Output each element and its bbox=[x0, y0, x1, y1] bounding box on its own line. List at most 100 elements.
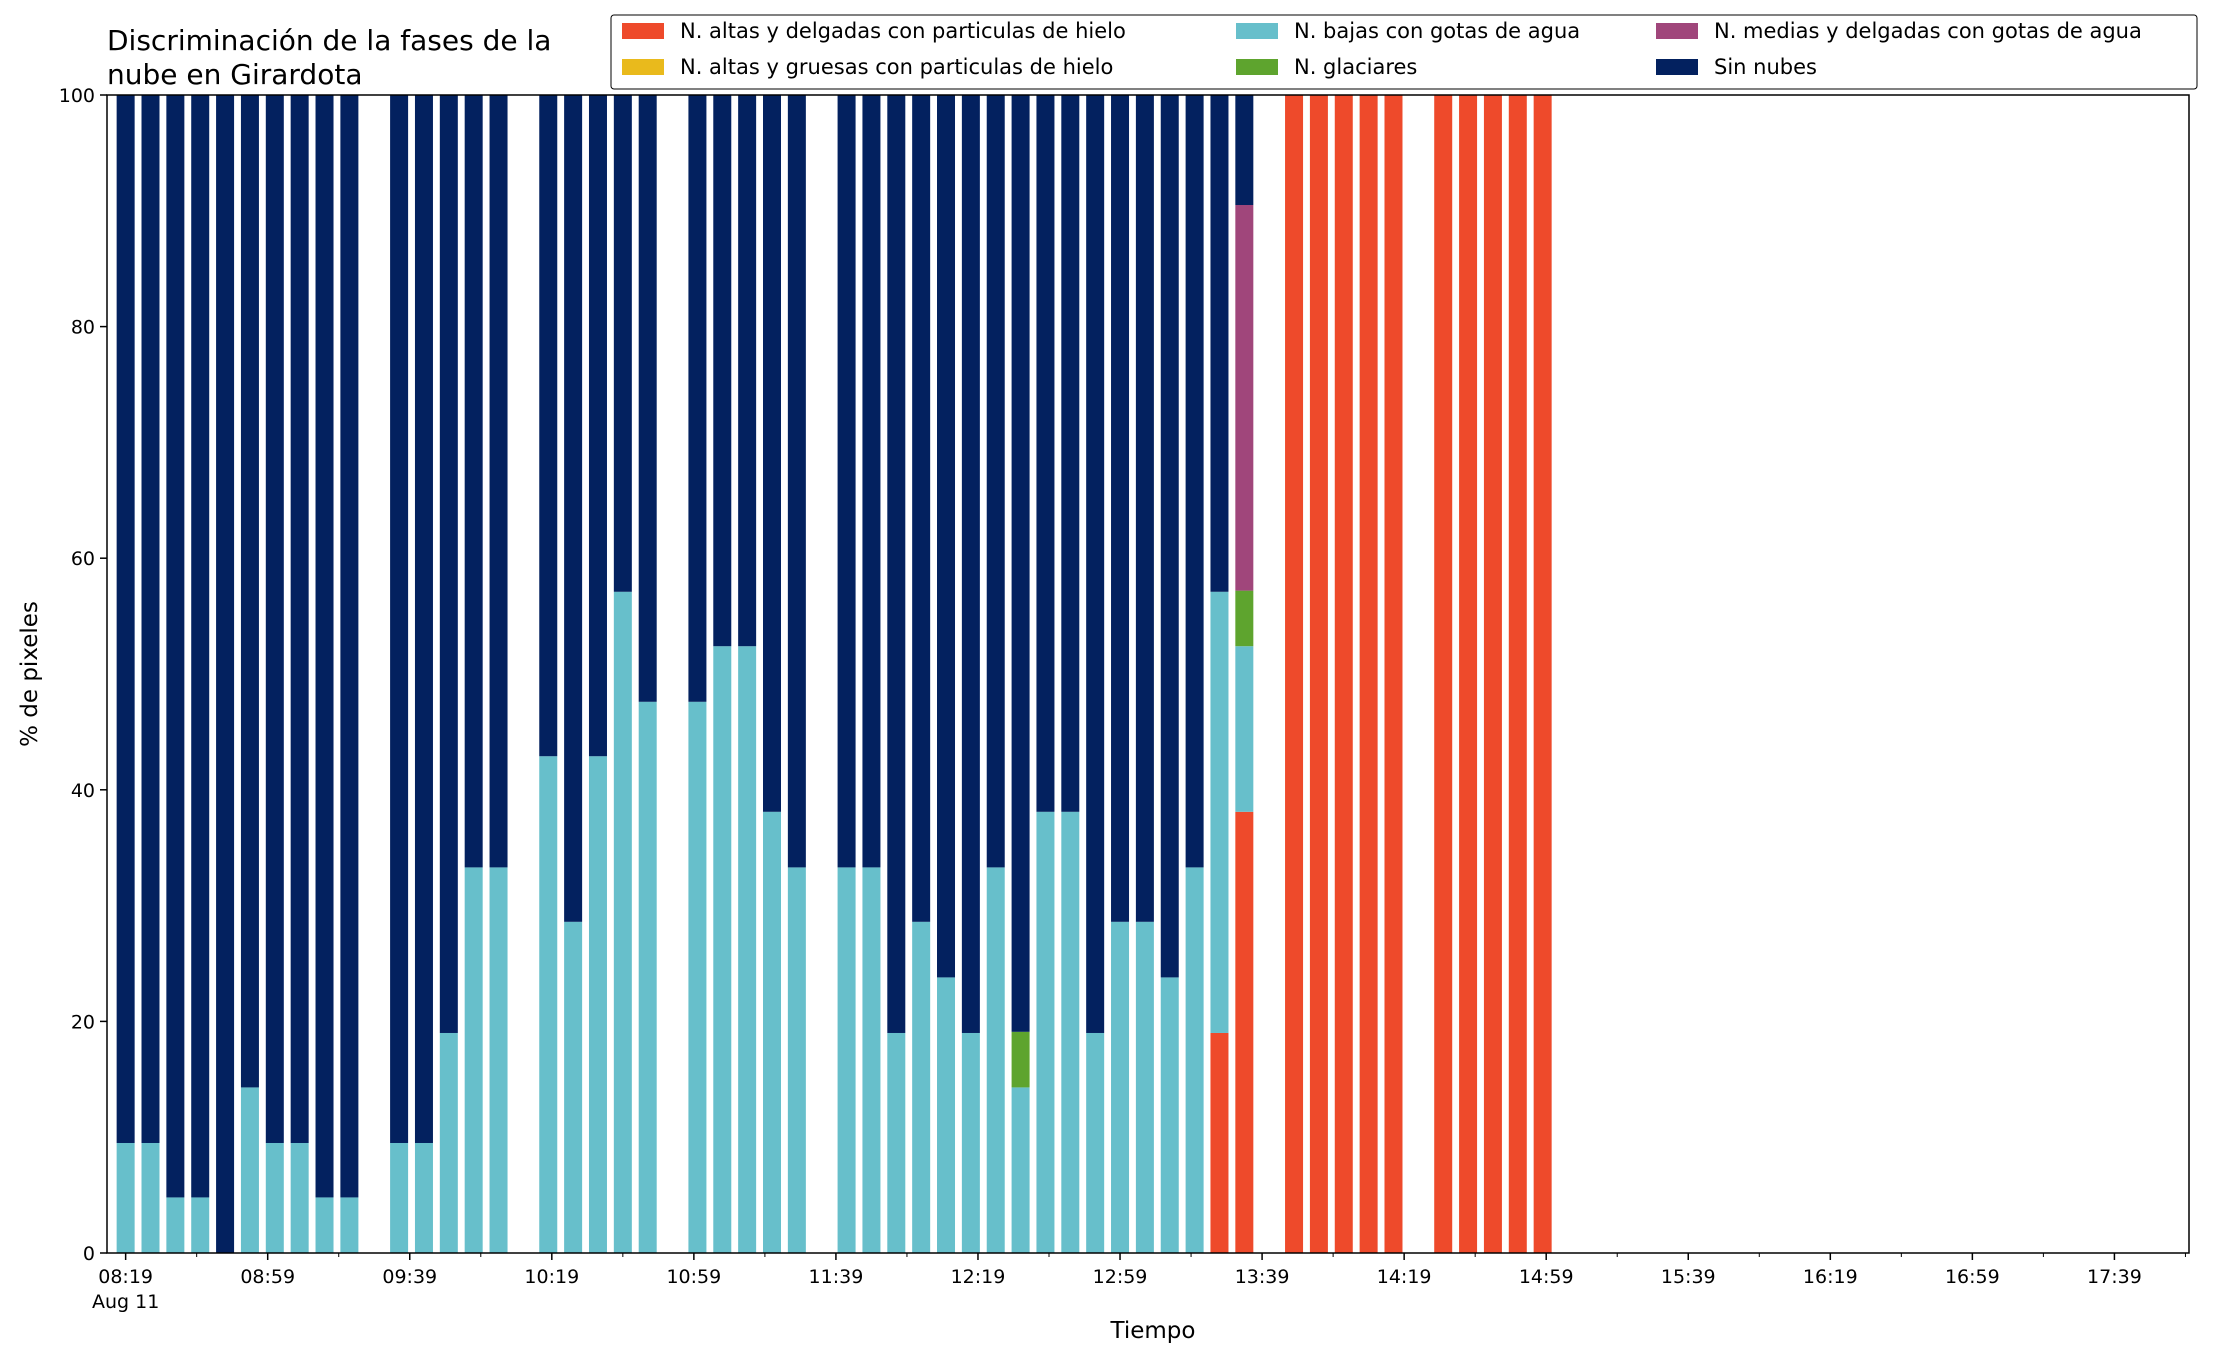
bar-stack bbox=[638, 95, 657, 1253]
bar-stack bbox=[1111, 95, 1130, 1253]
bar-segment bbox=[439, 95, 458, 1033]
legend-label: N. medias y delgadas con gotas de agua bbox=[1714, 19, 2142, 43]
bar-segment bbox=[1111, 95, 1130, 922]
bar-segment bbox=[265, 1142, 284, 1253]
bar-stack bbox=[141, 95, 160, 1253]
y-axis-label: % de pixeles bbox=[17, 601, 43, 747]
chart-title-line-2: nube en Girardota bbox=[107, 58, 362, 91]
bar-segment bbox=[1011, 1087, 1030, 1253]
bar-segment bbox=[489, 867, 508, 1253]
legend-entry: N. altas y gruesas con particulas de hie… bbox=[622, 55, 1113, 79]
bar-segment bbox=[588, 756, 607, 1253]
bar-segment bbox=[141, 1142, 160, 1253]
bar-stack bbox=[986, 95, 1005, 1253]
bar-segment bbox=[564, 95, 583, 922]
bar-segment bbox=[1160, 95, 1179, 978]
x-axis-label: Tiempo bbox=[1110, 1318, 1196, 1344]
bar-stack bbox=[738, 95, 757, 1253]
chart-title-line-1: Discriminación de la fases de la bbox=[107, 24, 551, 57]
bar-segment bbox=[390, 95, 409, 1143]
x-tick-label: 11:39 bbox=[809, 1266, 864, 1288]
bar-stack bbox=[216, 95, 235, 1253]
bar-segment bbox=[1086, 95, 1105, 1033]
bar-segment bbox=[862, 95, 881, 868]
bar-segment bbox=[1359, 95, 1378, 1253]
bar-segment bbox=[837, 867, 856, 1253]
bar-segment bbox=[240, 95, 259, 1088]
bar-segment bbox=[1235, 95, 1254, 206]
bar-stack bbox=[912, 95, 931, 1253]
bar-segment bbox=[787, 95, 806, 868]
legend-entry: N. glaciares bbox=[1236, 55, 1417, 79]
bar-stack bbox=[1210, 95, 1229, 1253]
bar-segment bbox=[937, 95, 956, 978]
bar-segment bbox=[166, 95, 185, 1198]
bar-segment bbox=[1533, 95, 1552, 1253]
bar-stack bbox=[1036, 95, 1055, 1253]
bar-segment bbox=[191, 1197, 210, 1253]
bar-segment bbox=[1309, 95, 1328, 1253]
bar-stack bbox=[713, 95, 732, 1253]
x-tick-label: 12:19 bbox=[951, 1266, 1006, 1288]
bar-stack bbox=[1508, 95, 1527, 1253]
bar-segment bbox=[1036, 95, 1055, 812]
x-tick-label: 17:39 bbox=[2087, 1266, 2142, 1288]
x-tick-label: 13:39 bbox=[1235, 1266, 1290, 1288]
x-tick-label: 16:59 bbox=[1945, 1266, 2000, 1288]
bar-segment bbox=[290, 1142, 309, 1253]
bar-segment bbox=[1086, 1032, 1105, 1253]
bar-segment bbox=[1235, 205, 1254, 591]
bar-segment bbox=[912, 95, 931, 922]
bar-stack bbox=[1434, 95, 1453, 1253]
bar-stack bbox=[1235, 95, 1254, 1253]
bar-stack bbox=[862, 95, 881, 1253]
bar-segment bbox=[489, 95, 508, 868]
bar-segment bbox=[1210, 1032, 1229, 1253]
bar-segment bbox=[340, 1197, 359, 1253]
x-tick-label: 08:19 bbox=[98, 1266, 153, 1288]
legend-label: N. altas y gruesas con particulas de hie… bbox=[680, 55, 1113, 79]
x-tick-label: 10:19 bbox=[524, 1266, 579, 1288]
legend-label: N. altas y delgadas con particulas de hi… bbox=[680, 19, 1126, 43]
bar-stack bbox=[763, 95, 781, 1253]
bar-segment bbox=[961, 95, 980, 1033]
bar-segment bbox=[763, 95, 781, 812]
bar-stack bbox=[265, 95, 284, 1253]
legend: N. altas y delgadas con particulas de hi… bbox=[610, 14, 2198, 90]
legend-swatch bbox=[1236, 59, 1278, 75]
bar-stack bbox=[340, 95, 359, 1253]
legend-swatch bbox=[1236, 23, 1278, 39]
bar-segment bbox=[340, 95, 359, 1198]
y-tick-label: 40 bbox=[71, 780, 95, 802]
bar-stack bbox=[887, 95, 906, 1253]
y-axis: 0 20 40 60 80 100 bbox=[59, 85, 107, 1265]
bar-stack bbox=[1135, 95, 1154, 1253]
bar-stack bbox=[1011, 95, 1030, 1253]
bar-segment bbox=[738, 646, 757, 1253]
bar-segment bbox=[240, 1087, 259, 1253]
bar-segment bbox=[464, 95, 483, 868]
bar-segment bbox=[887, 95, 906, 1033]
bar-segment bbox=[688, 95, 707, 702]
bar-stack bbox=[116, 95, 135, 1253]
legend-frame bbox=[610, 14, 2198, 90]
bar-segment bbox=[116, 1142, 135, 1253]
bar-segment bbox=[1384, 95, 1403, 1253]
bar-segment bbox=[1135, 95, 1154, 922]
bar-stack bbox=[961, 95, 980, 1253]
x-tick-label: 10:59 bbox=[666, 1266, 721, 1288]
y-tick-label: 100 bbox=[59, 85, 95, 107]
bar-segment bbox=[1135, 921, 1154, 1253]
bars-layer bbox=[116, 95, 1552, 1253]
bar-segment bbox=[1285, 95, 1304, 1253]
bar-segment bbox=[191, 95, 210, 1198]
bar-segment bbox=[986, 867, 1005, 1253]
y-tick-label: 20 bbox=[71, 1011, 95, 1033]
bar-segment bbox=[688, 701, 707, 1253]
bar-segment bbox=[1459, 95, 1478, 1253]
bar-segment bbox=[166, 1197, 185, 1253]
legend-swatch bbox=[1656, 23, 1698, 39]
bar-segment bbox=[1111, 921, 1130, 1253]
bar-segment bbox=[912, 921, 931, 1253]
bar-segment bbox=[1036, 811, 1055, 1253]
